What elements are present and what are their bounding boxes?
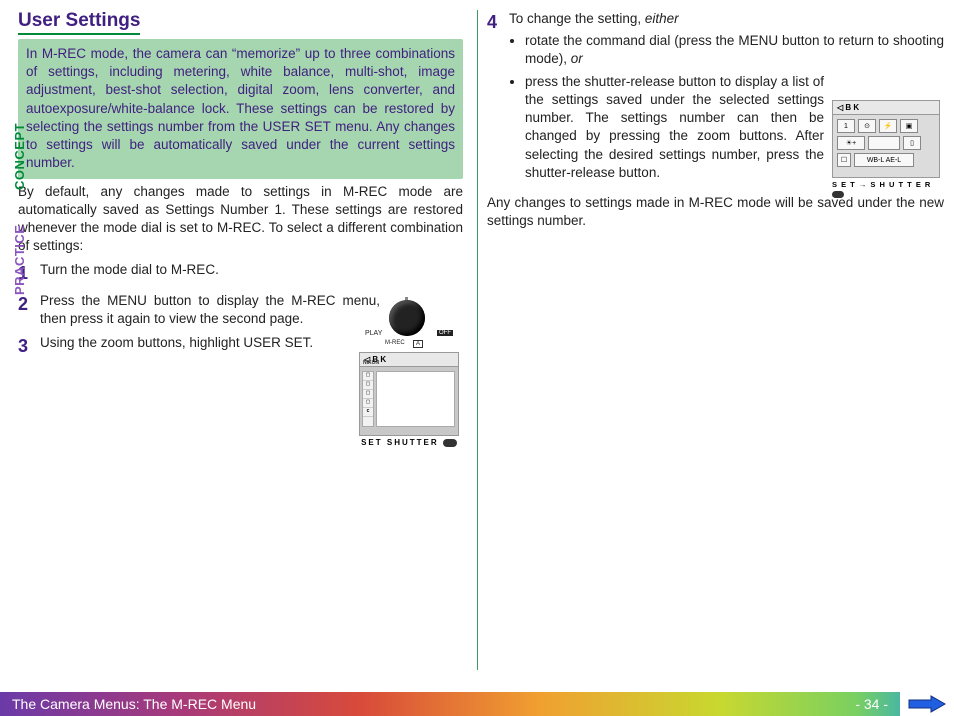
dial-label-play: PLAY: [365, 330, 382, 337]
lcd-icon-bright: ☀+: [837, 136, 865, 150]
lcd-settings-bk: ◁ B K: [832, 100, 940, 114]
page-title: User Settings: [18, 10, 140, 35]
lcd-menu-caption: SET SHUTTER: [359, 436, 459, 449]
footer-page-number: - 34 -: [855, 696, 888, 712]
practice-intro: By default, any changes made to settings…: [18, 183, 463, 256]
step-4-lead: To change the setting,: [509, 11, 645, 26]
footer-breadcrumb: The Camera Menus: The M-REC Menu: [12, 696, 256, 712]
lcd-icon-blank: [868, 136, 900, 150]
closing-text: Any changes to settings made in M-REC mo…: [487, 194, 944, 230]
lcd-menu-illustration: ◁ B K NIKON ▢ ▢ ▢ ▢ c SET SHUTTER: [359, 352, 459, 449]
dial-label-off: OFF: [437, 330, 453, 336]
practice-side-label: PRACTICE: [12, 225, 27, 295]
arrow-right-icon: [907, 695, 947, 713]
lcd-icon-wbl: WB-L AE-L: [854, 153, 914, 167]
concept-side-label: CONCEPT: [12, 123, 27, 190]
step-1-text: Turn the mode dial to M-REC.: [40, 261, 463, 279]
lcd-icon-flash: ⚡: [879, 119, 897, 133]
lcd-icon-box: ☐: [837, 153, 851, 167]
step-2-number: 2: [18, 292, 34, 316]
step-2-text: Press the MENU button to display the M-R…: [40, 292, 380, 328]
footer: The Camera Menus: The M-REC Menu - 34 -: [0, 692, 954, 716]
lcd-icon-1: 1: [837, 119, 855, 133]
step-4-bullet-1: rotate the command dial (press the MENU …: [525, 32, 944, 68]
next-page-arrow[interactable]: [900, 692, 954, 716]
lcd-icon-meter: ⊙: [858, 119, 876, 133]
step-4-number: 4: [487, 10, 503, 34]
step-4-either: either: [645, 11, 679, 26]
concept-box: In M-REC mode, the camera can “memorize”…: [18, 39, 463, 179]
step-3-number: 3: [18, 334, 34, 358]
step-3-text: Using the zoom buttons, highlight USER S…: [40, 334, 380, 352]
lcd-brand: NIKON: [363, 360, 379, 366]
lcd-settings-caption: S E T → S H U T T E R: [832, 178, 940, 198]
lcd-icon-multi: ▣: [900, 119, 918, 133]
lcd-settings-illustration: ◁ B K 1 ⊙ ⚡ ▣ ☀+ ▯ ☐ WB-L AE-L: [832, 100, 940, 198]
lcd-icon-trash: ▯: [903, 136, 921, 150]
dial-label-a: A: [413, 340, 423, 348]
step-1: 1 Turn the mode dial to M-REC.: [18, 261, 463, 285]
mode-dial-illustration: PLAY OFF M-REC A: [367, 298, 447, 353]
dial-label-mrec: M-REC: [385, 340, 405, 346]
